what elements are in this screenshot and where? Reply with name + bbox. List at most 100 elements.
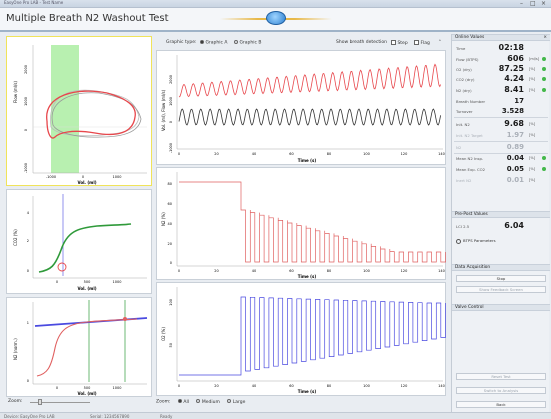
x-tick-label: 120 — [401, 152, 408, 156]
graphic-b-radio[interactable]: Graphic B — [234, 40, 261, 46]
online-value-label: Time — [456, 46, 466, 51]
graphic-type-label: Graphic type: — [166, 40, 197, 45]
online-value: 0.01 — [506, 176, 524, 184]
zoom-medium-radio[interactable]: Medium — [196, 399, 220, 405]
svg-text:60: 60 — [168, 202, 172, 206]
x-tick-label: 0 — [178, 152, 180, 156]
x-tick-label: 20 — [214, 152, 218, 156]
x-tick-label: 140 — [438, 152, 445, 156]
svg-text:0: 0 — [56, 386, 58, 390]
divider — [454, 117, 548, 118]
show-feedback-screen-button[interactable]: Show Feedback Screen — [456, 286, 546, 293]
x-tick-label: 0 — [178, 384, 180, 388]
switch-to-analysis-button[interactable]: Switch to Analysis — [456, 387, 546, 394]
svg-text:-1000: -1000 — [46, 175, 56, 179]
co2-ylabel: CO2 (%) — [13, 229, 18, 246]
flow-volume-xlabel: Vol. (ml) — [77, 180, 96, 185]
x-tick-label: 20 — [214, 269, 218, 273]
center-zoom-label: Zoom: — [156, 399, 171, 405]
back-button[interactable]: Back — [456, 401, 546, 408]
online-value-unit: [%] — [529, 122, 536, 126]
svg-text:2000: 2000 — [24, 65, 28, 74]
online-value: 0.89 — [506, 143, 524, 151]
left-zoom-thumb[interactable] — [38, 399, 42, 405]
status-dot-icon — [542, 57, 546, 61]
online-value-unit: [%] — [529, 88, 536, 92]
status-state: Ready — [160, 414, 173, 419]
svg-text:4: 4 — [27, 211, 30, 215]
flag-checkbox[interactable]: Flag — [414, 40, 430, 46]
online-value-unit: [%] — [529, 77, 536, 81]
status-dot-icon — [542, 67, 546, 71]
graphic-a-radio[interactable]: Graphic A — [200, 40, 227, 46]
status-serial: Serial: 1234567890 — [90, 414, 130, 419]
zoom-large-radio[interactable]: Large — [227, 399, 245, 405]
online-value: 0.04 — [506, 154, 524, 162]
online-value: 4.24 — [504, 74, 524, 83]
left-zoom-label: Zoom: — [8, 399, 23, 404]
online-values-header[interactable]: Online Values × — [452, 34, 550, 41]
online-value-row: Inert N2 0.01 [%] — [452, 175, 550, 185]
online-value: 9.68 — [504, 119, 524, 128]
online-value-row: Init. N2 9.68 [%] — [452, 119, 550, 129]
svg-text:1000: 1000 — [113, 280, 122, 284]
data-acquisition-header: Data Acquisition — [452, 264, 550, 271]
btps-parameters-toggle[interactable]: BTPS Parameters — [456, 238, 496, 244]
status-dot-icon — [542, 77, 546, 81]
online-value-row: N2 (dry) 8.41 [%] — [452, 85, 550, 95]
n2-time-panel[interactable]: N2 (%) 80 60 40 20 0 0 20 40 60 80 100 120 140 … — [156, 167, 446, 280]
flow-loop-previous-2 — [51, 92, 142, 138]
svg-text:0: 0 — [56, 280, 58, 284]
top-ylabel: Vol. (ml), Flow (ml/s) — [161, 89, 166, 131]
x-tick-label: 60 — [289, 269, 293, 273]
online-value-label: O2 (dry) — [456, 67, 472, 72]
online-value-unit: [%] — [529, 67, 536, 71]
svg-text:20: 20 — [168, 242, 172, 246]
center-zoom-controls: Zoom: All Medium Large — [156, 399, 245, 405]
close-icon[interactable]: × — [541, 0, 547, 7]
status-device: Device: EasyOne Pro LAB — [4, 414, 55, 419]
x-tick-label: 80 — [327, 152, 331, 156]
svg-text:0: 0 — [24, 129, 28, 131]
flow-volume-panel[interactable]: Flow (ml/s) 2000 1000 0 -1000 -1000 0 10… — [6, 36, 152, 186]
x-tick-label: 120 — [401, 384, 408, 388]
window-titlebar: EasyOne Pro LAB - Test Name – □ × — [0, 0, 551, 8]
left-zoom-slider[interactable] — [30, 402, 90, 403]
x-tick-label: 60 — [289, 152, 293, 156]
online-value: 606 — [507, 54, 524, 63]
online-value-row: N2 0.89 — [452, 142, 550, 152]
x-tick-label: 140 — [438, 384, 445, 388]
inspiration-window-highlight — [51, 45, 79, 173]
online-value: 3.528 — [501, 107, 524, 115]
collapse-icon[interactable]: ⌃ — [438, 40, 442, 45]
step-checkbox[interactable]: Step — [391, 40, 408, 46]
graphic-toolbar: Graphic type: Graphic A Graphic B Show b… — [156, 38, 446, 48]
online-value-label: Mean Exp. CO2 — [456, 167, 486, 172]
online-value-label: Breath Number — [456, 99, 486, 104]
maximize-icon[interactable]: □ — [530, 0, 536, 7]
bot-xlabel: Time (s) — [298, 389, 317, 394]
svg-text:100: 100 — [169, 299, 173, 306]
volume-flow-time-panel[interactable]: Vol. (ml), Flow (ml/s) 2000 1000 0 -1000… — [156, 50, 446, 165]
minimize-icon[interactable]: – — [520, 0, 523, 7]
x-tick-label: 40 — [252, 269, 256, 273]
pre-post-values-header: Pre-Post Values — [452, 211, 550, 218]
co2-volume-panel[interactable]: CO2 (%) 4 2 0 0 500 1000 Vol. (ml) — [6, 189, 152, 294]
x-tick-label: 100 — [363, 269, 370, 273]
divider — [454, 153, 548, 154]
svg-text:1000: 1000 — [113, 386, 122, 390]
status-dot-icon — [542, 88, 546, 92]
titlebar-text: EasyOne Pro LAB - Test Name — [4, 0, 64, 5]
co2-curve — [38, 223, 132, 273]
reset-test-button[interactable]: Reset Test — [456, 373, 546, 380]
x-tick-label: 40 — [252, 384, 256, 388]
close-panel-icon[interactable]: × — [543, 35, 547, 40]
svg-text:-1000: -1000 — [169, 143, 173, 153]
zoom-all-radio[interactable]: All — [177, 399, 189, 405]
stop-button[interactable]: Stop — [456, 275, 546, 282]
o2-time-panel[interactable]: O2 (%) 100 50 0 20 40 60 80 100 120 140 Time (s… — [156, 282, 446, 396]
online-value-label: Mean N2 Insp. — [456, 156, 484, 161]
n2-volume-panel[interactable]: N2 (norm.) 1 0 0 500 1000 Vol. (ml) — [6, 297, 152, 397]
status-bar: Device: EasyOne Pro LAB Serial: 12345678… — [0, 412, 551, 419]
